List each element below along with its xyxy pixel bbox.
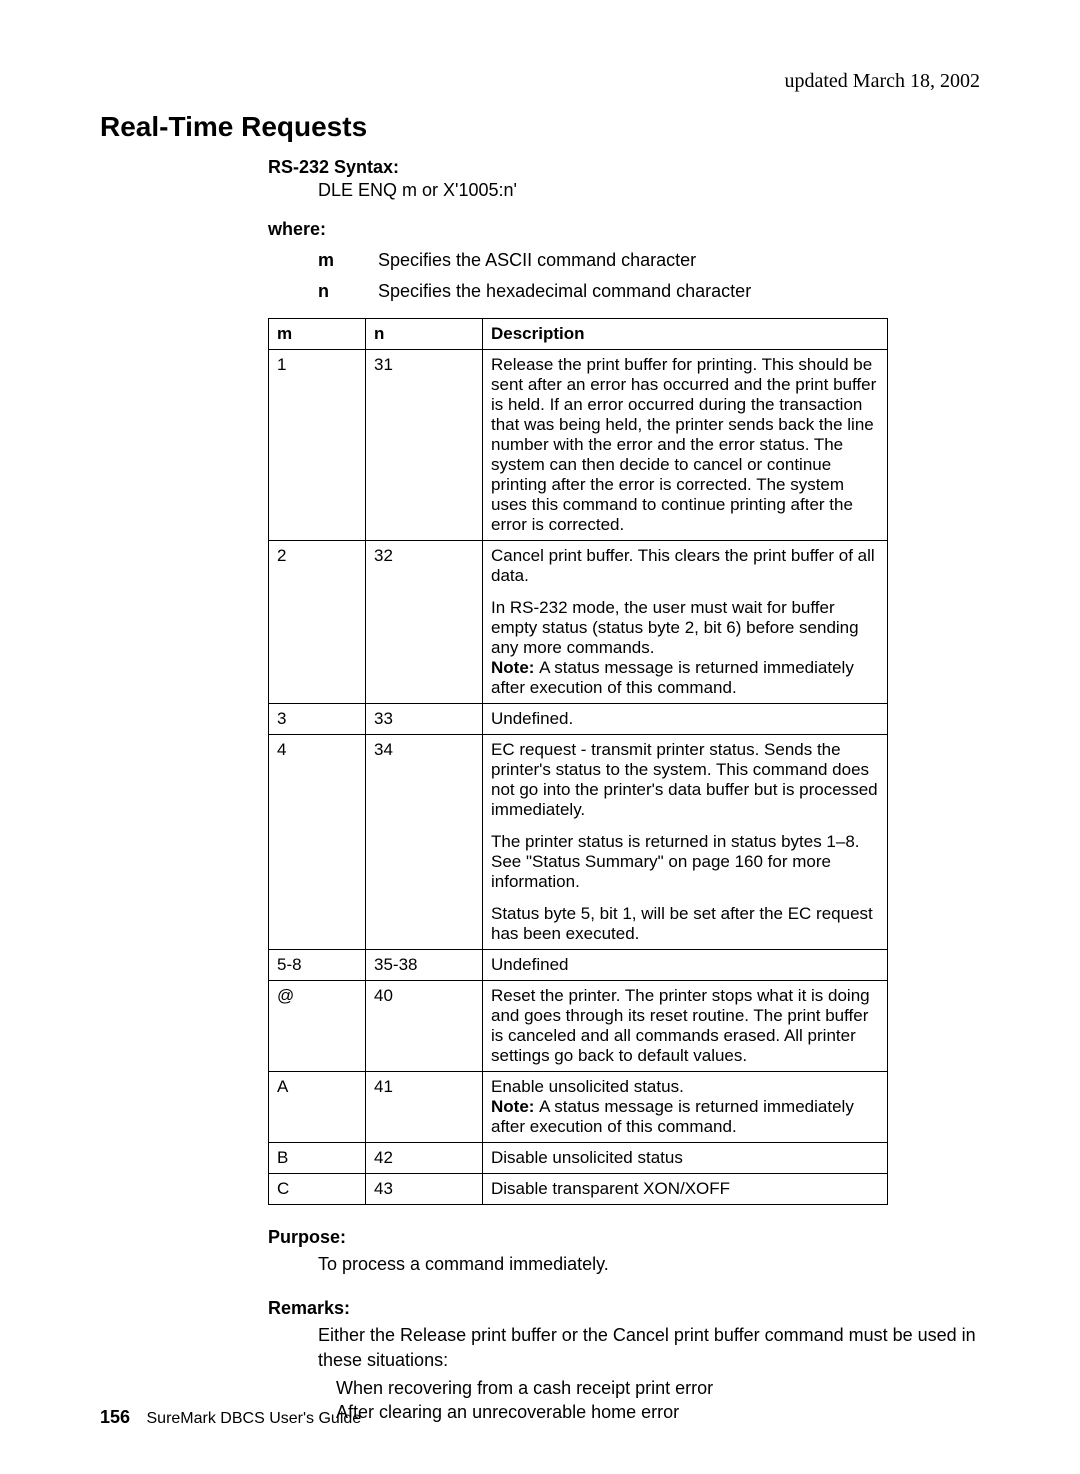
cell-description: Enable unsolicited status.Note: A status… xyxy=(483,1072,888,1143)
cell-n: 32 xyxy=(366,541,483,704)
updated-date: updated March 18, 2002 xyxy=(100,70,980,93)
page-title: Real-Time Requests xyxy=(100,111,980,143)
col-header-desc: Description xyxy=(483,319,888,350)
cell-m: @ xyxy=(269,981,366,1072)
desc-paragraph: EC request - transmit printer status. Se… xyxy=(491,740,879,820)
document-page: updated March 18, 2002 Real-Time Request… xyxy=(0,0,1080,1474)
cell-n: 35-38 xyxy=(366,950,483,981)
table-header-row: m n Description xyxy=(269,319,888,350)
note-label: Note: xyxy=(491,658,539,677)
cell-description: Disable unsolicited status xyxy=(483,1143,888,1174)
cell-m: 5-8 xyxy=(269,950,366,981)
page-number: 156 xyxy=(100,1407,130,1427)
syntax-label: RS-232 Syntax: xyxy=(268,157,399,177)
syntax-value: DLE ENQ m or X'1005:n' xyxy=(318,180,980,201)
desc-paragraph: Undefined xyxy=(491,955,879,975)
desc-paragraph: Reset the printer. The printer stops wha… xyxy=(491,986,879,1066)
cell-description: Disable transparent XON/XOFF xyxy=(483,1174,888,1205)
param-row: nSpecifies the hexadecimal command chara… xyxy=(318,281,980,302)
cell-m: B xyxy=(269,1143,366,1174)
purpose-text: To process a command immediately. xyxy=(318,1252,980,1276)
cell-m: 2 xyxy=(269,541,366,704)
col-header-n: n xyxy=(366,319,483,350)
remarks-text: Either the Release print buffer or the C… xyxy=(318,1323,980,1372)
syntax-section: RS-232 Syntax: DLE ENQ m or X'1005:n' xyxy=(268,157,980,201)
table-row: C43 Disable transparent XON/XOFF xyxy=(269,1174,888,1205)
desc-note: Note: A status message is returned immed… xyxy=(491,658,879,698)
where-label: where: xyxy=(268,219,326,239)
content-block: RS-232 Syntax: DLE ENQ m or X'1005:n' wh… xyxy=(268,157,980,1424)
table-row: 131Release the print buffer for printing… xyxy=(269,350,888,541)
col-header-m: m xyxy=(269,319,366,350)
table-row: 434EC request - transmit printer status.… xyxy=(269,735,888,950)
param-desc: Specifies the ASCII command character xyxy=(378,250,696,271)
cell-m: 3 xyxy=(269,704,366,735)
remarks-section: Remarks: Either the Release print buffer… xyxy=(268,1298,980,1424)
param-key: m xyxy=(318,250,378,271)
param-row: mSpecifies the ASCII command character xyxy=(318,250,980,271)
remarks-label: Remarks: xyxy=(268,1298,350,1318)
desc-paragraph: Disable transparent XON/XOFF xyxy=(491,1179,879,1199)
table-row: 5-835-38 Undefined xyxy=(269,950,888,981)
doc-title: SureMark DBCS User's Guide xyxy=(147,1410,362,1427)
cell-description: EC request - transmit printer status. Se… xyxy=(483,735,888,950)
cell-description: Cancel print buffer. This clears the pri… xyxy=(483,541,888,704)
desc-note: Note: A status message is returned immed… xyxy=(491,1097,879,1137)
desc-paragraph: Enable unsolicited status. xyxy=(491,1077,879,1097)
cell-description: Release the print buffer for printing. T… xyxy=(483,350,888,541)
desc-paragraph: Cancel print buffer. This clears the pri… xyxy=(491,546,879,586)
cell-n: 34 xyxy=(366,735,483,950)
desc-paragraph: Release the print buffer for printing. T… xyxy=(491,355,879,535)
where-section: where: mSpecifies the ASCII command char… xyxy=(268,219,980,302)
remarks-item: After clearing an unrecoverable home err… xyxy=(336,1400,980,1424)
table-row: 333 Undefined. xyxy=(269,704,888,735)
page-footer: 156 SureMark DBCS User's Guide xyxy=(100,1407,361,1428)
cell-n: 33 xyxy=(366,704,483,735)
cell-description: Undefined. xyxy=(483,704,888,735)
purpose-section: Purpose: To process a command immediatel… xyxy=(268,1227,980,1276)
cell-n: 41 xyxy=(366,1072,483,1143)
table-row: 232Cancel print buffer. This clears the … xyxy=(269,541,888,704)
cell-description: Undefined xyxy=(483,950,888,981)
cell-description: Reset the printer. The printer stops wha… xyxy=(483,981,888,1072)
desc-paragraph: Disable unsolicited status xyxy=(491,1148,879,1168)
param-desc: Specifies the hexadecimal command charac… xyxy=(378,281,751,302)
cell-n: 31 xyxy=(366,350,483,541)
cell-m: 1 xyxy=(269,350,366,541)
desc-paragraph: Undefined. xyxy=(491,709,879,729)
command-table: m n Description 131Release the print buf… xyxy=(268,318,888,1205)
desc-paragraph: In RS-232 mode, the user must wait for b… xyxy=(491,598,879,658)
cell-n: 42 xyxy=(366,1143,483,1174)
cell-m: A xyxy=(269,1072,366,1143)
table-row: @40Reset the printer. The printer stops … xyxy=(269,981,888,1072)
cell-m: 4 xyxy=(269,735,366,950)
cell-n: 43 xyxy=(366,1174,483,1205)
note-label: Note: xyxy=(491,1097,539,1116)
cell-n: 40 xyxy=(366,981,483,1072)
table-row: B42 Disable unsolicited status xyxy=(269,1143,888,1174)
table-row: A41Enable unsolicited status.Note: A sta… xyxy=(269,1072,888,1143)
purpose-label: Purpose: xyxy=(268,1227,346,1247)
cell-m: C xyxy=(269,1174,366,1205)
param-key: n xyxy=(318,281,378,302)
desc-paragraph: Status byte 5, bit 1, will be set after … xyxy=(491,904,879,944)
desc-paragraph: The printer status is returned in status… xyxy=(491,832,879,892)
